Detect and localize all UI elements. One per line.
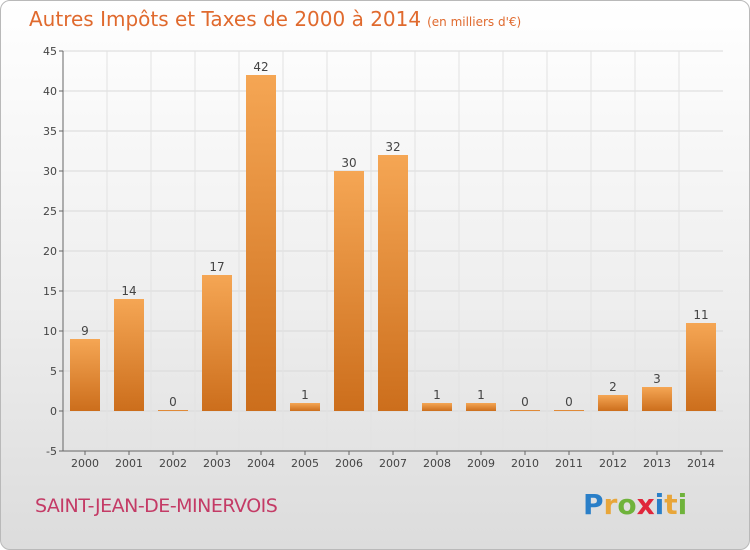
bar-value-label: 0 <box>521 395 529 409</box>
logo-letter: o <box>617 488 637 521</box>
x-tick-label: 2012 <box>599 457 627 470</box>
bar <box>378 155 408 411</box>
x-tick-label: 2014 <box>687 457 715 470</box>
bar <box>466 403 496 411</box>
bar-value-label: 9 <box>81 324 89 338</box>
bar <box>290 403 320 411</box>
y-tick-label: 20 <box>43 245 57 258</box>
bar-value-label: 14 <box>121 284 136 298</box>
x-tick-label: 2013 <box>643 457 671 470</box>
logo-letter: x <box>636 488 655 521</box>
bar <box>686 323 716 411</box>
commune-name: SAINT-JEAN-DE-MINERVOIS <box>35 495 278 517</box>
bar-value-label: 1 <box>301 388 309 402</box>
bar <box>422 403 452 411</box>
title-text: Autres Impôts et Taxes de 2000 à 2014 <box>29 7 422 31</box>
bar <box>202 275 232 411</box>
x-tick-label: 2007 <box>379 457 407 470</box>
bar-value-label: 30 <box>341 156 356 170</box>
x-tick-label: 2003 <box>203 457 231 470</box>
y-tick-label: 0 <box>50 405 57 418</box>
y-tick-label: 40 <box>43 85 57 98</box>
bar-value-label: 0 <box>169 395 177 409</box>
bar <box>642 387 672 411</box>
x-tick-label: 2009 <box>467 457 495 470</box>
x-tick-label: 2000 <box>71 457 99 470</box>
logo-letter: P <box>583 488 604 521</box>
bar-value-label: 1 <box>433 388 441 402</box>
x-tick-label: 2005 <box>291 457 319 470</box>
bar-value-label: 42 <box>253 60 268 74</box>
y-tick-label: 10 <box>43 325 57 338</box>
bar-value-label: 0 <box>565 395 573 409</box>
bar <box>598 395 628 411</box>
y-tick-label: 5 <box>50 365 57 378</box>
chart-title: Autres Impôts et Taxes de 2000 à 2014 (en… <box>29 7 521 31</box>
logo-letter: i <box>677 488 688 521</box>
x-tick-label: 2008 <box>423 457 451 470</box>
bar <box>114 299 144 411</box>
x-tick-label: 2010 <box>511 457 539 470</box>
unit-label: (en milliers d'€) <box>427 15 522 29</box>
x-tick-label: 2002 <box>159 457 187 470</box>
y-tick-label: 30 <box>43 165 57 178</box>
logo-letter: i <box>654 488 665 521</box>
bar <box>246 75 276 411</box>
y-tick-label: 45 <box>43 45 57 58</box>
bar-value-label: 1 <box>477 388 485 402</box>
x-tick-label: 2001 <box>115 457 143 470</box>
y-tick-label: 15 <box>43 285 57 298</box>
bar <box>158 410 188 411</box>
y-tick-label: 35 <box>43 125 57 138</box>
bar <box>70 339 100 411</box>
x-tick-label: 2011 <box>555 457 583 470</box>
proxiti-logo: Proxiti <box>583 488 687 521</box>
bar-value-label: 32 <box>385 140 400 154</box>
x-tick-label: 2006 <box>335 457 363 470</box>
bar-value-label: 3 <box>653 372 661 386</box>
logo-letter: t <box>664 488 678 521</box>
bar-value-label: 2 <box>609 380 617 394</box>
bar-value-label: 17 <box>209 260 224 274</box>
bar <box>554 410 584 411</box>
bar-value-label: 11 <box>693 308 708 322</box>
y-tick-label: 25 <box>43 205 57 218</box>
logo-letter: r <box>603 488 618 521</box>
x-tick-label: 2004 <box>247 457 275 470</box>
bar <box>510 410 540 411</box>
bar <box>334 171 364 411</box>
y-tick-label: -5 <box>46 445 57 458</box>
